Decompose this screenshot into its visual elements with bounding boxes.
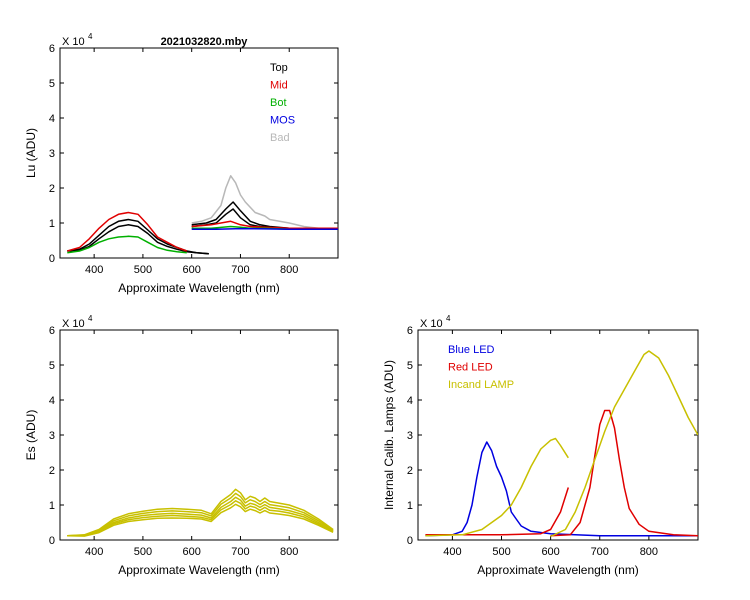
y-tick-label: 3 xyxy=(49,148,55,160)
y-tick-label: 4 xyxy=(49,395,55,407)
legend-entry-blue-led: Blue LED xyxy=(448,344,495,356)
series-line-es-3 xyxy=(67,496,334,537)
series-line-bot xyxy=(67,235,187,254)
x-tick-label: 500 xyxy=(134,546,152,558)
series-group xyxy=(67,175,338,255)
y-tick-label: 1 xyxy=(49,218,55,230)
exponent-label: X 10 xyxy=(62,36,85,48)
y-tick-label: 2 xyxy=(49,465,55,477)
series-line-incand-lamp xyxy=(550,350,698,538)
x-tick-label: 600 xyxy=(183,264,201,276)
series-group xyxy=(67,488,334,537)
x-axis-label: Approximate Wavelength (nm) xyxy=(118,563,280,577)
series-line-top xyxy=(67,224,209,255)
y-tick-label: 3 xyxy=(407,430,413,442)
y-axis-label: Internal Calib. Lamps (ADU) xyxy=(382,360,396,510)
x-tick-label: 600 xyxy=(541,546,559,558)
x-tick-label: 700 xyxy=(231,264,249,276)
y-tick-label: 4 xyxy=(407,395,413,407)
series-line-mos xyxy=(191,227,338,231)
y-tick-label: 0 xyxy=(49,253,55,265)
series-line-es-2 xyxy=(67,492,334,537)
legend-entry-incand-lamp: Incand LAMP xyxy=(448,379,514,391)
legend-entry-bad: Bad xyxy=(270,132,290,144)
exponent-label: X 10 xyxy=(420,318,443,330)
x-tick-label: 500 xyxy=(492,546,510,558)
y-tick-label: 1 xyxy=(49,500,55,512)
legend-entry-top: Top xyxy=(270,62,288,74)
y-tick-label: 2 xyxy=(49,183,55,195)
y-tick-label: 2 xyxy=(407,465,413,477)
series-group xyxy=(425,350,698,538)
x-axis-label: Approximate Wavelength (nm) xyxy=(477,563,639,577)
series-line-incand-lamp xyxy=(425,437,569,537)
legend-entry-red-led: Red LED xyxy=(448,362,493,374)
series-line-bad xyxy=(191,175,338,230)
x-tick-label: 400 xyxy=(443,546,461,558)
plot-frame xyxy=(59,329,339,541)
exponent-power: 4 xyxy=(88,32,93,41)
y-axis-label: Es (ADU) xyxy=(24,410,38,461)
x-axis-label: Approximate Wavelength (nm) xyxy=(118,281,280,295)
x-tick-label: 500 xyxy=(134,264,152,276)
legend-entry-mid: Mid xyxy=(270,80,288,92)
legend-entry-bot: Bot xyxy=(270,97,287,109)
series-line-blue-led xyxy=(425,441,698,537)
y-tick-label: 0 xyxy=(49,535,55,547)
series-line-es-4 xyxy=(67,500,334,537)
x-tick-label: 800 xyxy=(640,546,658,558)
y-tick-label: 4 xyxy=(49,113,55,125)
x-tick-label: 700 xyxy=(591,546,609,558)
exponent-power: 4 xyxy=(446,314,451,323)
y-tick-label: 5 xyxy=(407,360,413,372)
x-tick-label: 800 xyxy=(280,264,298,276)
series-line-red-led xyxy=(425,487,570,536)
x-tick-label: 600 xyxy=(183,546,201,558)
y-tick-label: 3 xyxy=(49,430,55,442)
y-axis-label: Lu (ADU) xyxy=(24,128,38,178)
exponent-power: 4 xyxy=(88,314,93,323)
y-tick-label: 5 xyxy=(49,78,55,90)
series-line-mid xyxy=(191,220,338,230)
series-line-mid xyxy=(67,211,188,252)
legend-entry-mos: MOS xyxy=(270,115,295,127)
y-tick-label: 5 xyxy=(49,360,55,372)
series-line-es-5 xyxy=(67,503,334,537)
x-tick-label: 400 xyxy=(85,264,103,276)
exponent-label: X 10 xyxy=(62,318,85,330)
x-tick-label: 800 xyxy=(280,546,298,558)
series-line-red-led xyxy=(550,409,698,537)
x-tick-label: 400 xyxy=(85,546,103,558)
y-tick-label: 6 xyxy=(49,43,55,55)
series-line-es-1 xyxy=(67,488,334,537)
y-tick-label: 1 xyxy=(407,500,413,512)
figure-title: 2021032820.mby xyxy=(161,36,249,48)
x-tick-label: 700 xyxy=(231,546,249,558)
y-tick-label: 6 xyxy=(49,325,55,337)
y-tick-label: 6 xyxy=(407,325,413,337)
y-tick-label: 0 xyxy=(407,535,413,547)
